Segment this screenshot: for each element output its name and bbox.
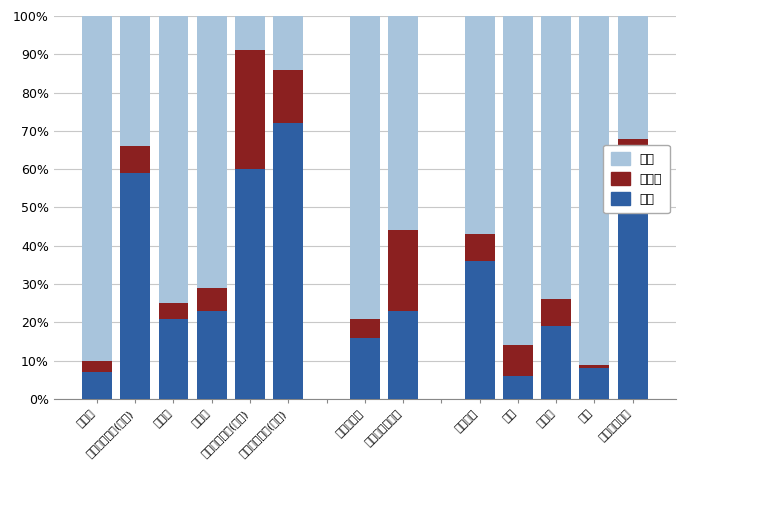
Bar xyxy=(541,16,571,300)
Bar xyxy=(158,303,188,319)
Bar xyxy=(121,16,151,146)
Bar xyxy=(273,123,303,399)
Bar xyxy=(617,188,647,399)
Bar xyxy=(82,372,112,399)
Bar xyxy=(465,234,495,261)
Bar xyxy=(158,319,188,399)
Bar xyxy=(579,368,609,399)
Bar xyxy=(273,16,303,70)
Bar xyxy=(121,173,151,399)
Bar xyxy=(158,16,188,303)
Bar xyxy=(121,146,151,173)
Bar xyxy=(465,16,495,234)
Bar xyxy=(388,16,418,230)
Bar xyxy=(197,16,227,288)
Bar xyxy=(503,16,533,345)
Bar xyxy=(350,338,379,399)
Bar xyxy=(235,51,265,169)
Legend: 회분, 가연분, 수분: 회분, 가연분, 수분 xyxy=(604,145,670,213)
Bar xyxy=(82,361,112,372)
Bar xyxy=(503,345,533,376)
Bar xyxy=(465,261,495,399)
Bar xyxy=(273,70,303,123)
Bar xyxy=(197,311,227,399)
Bar xyxy=(82,16,112,361)
Bar xyxy=(235,169,265,399)
Bar xyxy=(235,16,265,51)
Bar xyxy=(350,16,379,319)
Bar xyxy=(388,230,418,311)
Bar xyxy=(503,376,533,399)
Bar xyxy=(541,326,571,399)
Bar xyxy=(579,364,609,368)
Bar xyxy=(350,319,379,338)
Bar xyxy=(579,16,609,364)
Bar xyxy=(617,138,647,188)
Bar xyxy=(541,300,571,326)
Bar xyxy=(388,311,418,399)
Bar xyxy=(197,288,227,311)
Bar xyxy=(617,16,647,138)
